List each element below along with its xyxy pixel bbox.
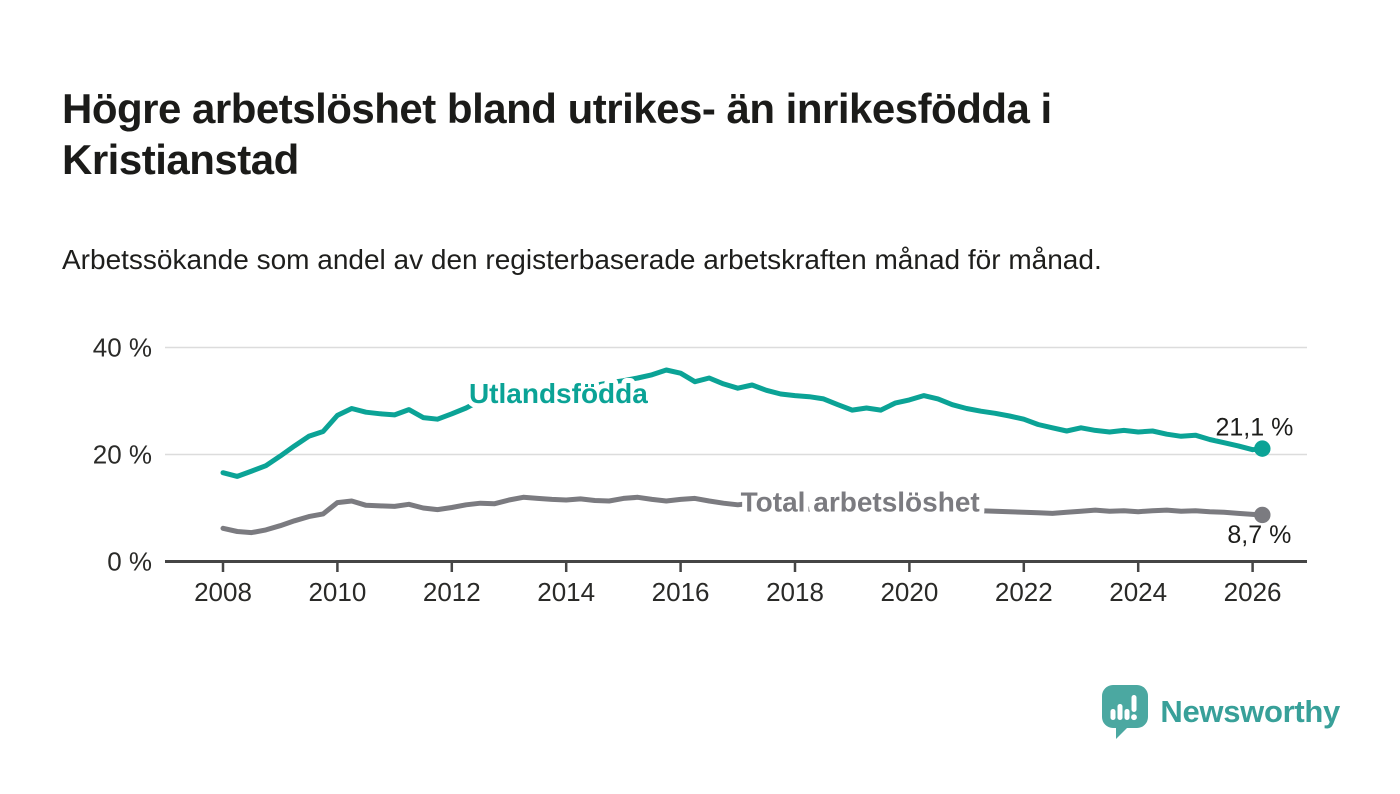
- page-title: Högre arbetslöshet bland utrikes- än inr…: [62, 85, 1052, 183]
- end-point-dots: [1254, 440, 1271, 524]
- page-subtitle: Arbetssökande som andel av den registerb…: [62, 244, 1102, 275]
- axis-tick-labels: 0 % 20 % 40 % 2008 2010 2012 2014 2016 2018 2020 2…: [93, 333, 1282, 608]
- series-lines: [220, 367, 1265, 536]
- series-label-utlandsfodda: Utlandsfödda: [469, 378, 648, 409]
- newsworthy-wordmark: Newsworthy: [1160, 694, 1340, 729]
- svg-text:2022: 2022: [995, 577, 1053, 607]
- svg-text:2008: 2008: [194, 577, 252, 607]
- svg-text:2024: 2024: [1109, 577, 1167, 607]
- svg-text:2026: 2026: [1224, 577, 1282, 607]
- svg-text:0 %: 0 %: [107, 547, 152, 577]
- svg-text:20 %: 20 %: [93, 440, 152, 470]
- svg-text:40 %: 40 %: [93, 333, 152, 363]
- svg-text:2018: 2018: [766, 577, 824, 607]
- svg-text:2010: 2010: [308, 577, 366, 607]
- series-inline-labels: Utlandsfödda Total arbetslöshet: [464, 373, 985, 522]
- end-value-utlandsfodda: 21,1 %: [1215, 414, 1293, 442]
- x-axis: [165, 560, 1307, 572]
- chart-canvas: 0 % 20 % 40 % 2008 2010 2012 2014 2016 2018 2020 2…: [93, 333, 1307, 608]
- gridlines: [165, 346, 1307, 456]
- svg-text:2016: 2016: [652, 577, 710, 607]
- end-value-labels: 21,1 % 8,7 %: [1212, 411, 1296, 552]
- svg-text:2020: 2020: [880, 577, 938, 607]
- line-chart: 0 % 20 % 40 % 2008 2010 2012 2014 2016 2018 2020 2…: [0, 325, 1400, 620]
- newsworthy-brand: Newsworthy: [1101, 684, 1340, 740]
- svg-text:2012: 2012: [423, 577, 481, 607]
- svg-text:2014: 2014: [537, 577, 595, 607]
- series-label-total-arbetsloshet: Total arbetslöshet: [741, 486, 980, 517]
- newsworthy-logo-icon: [1102, 685, 1149, 739]
- end-value-total-arbetsloshet: 8,7 %: [1227, 521, 1291, 549]
